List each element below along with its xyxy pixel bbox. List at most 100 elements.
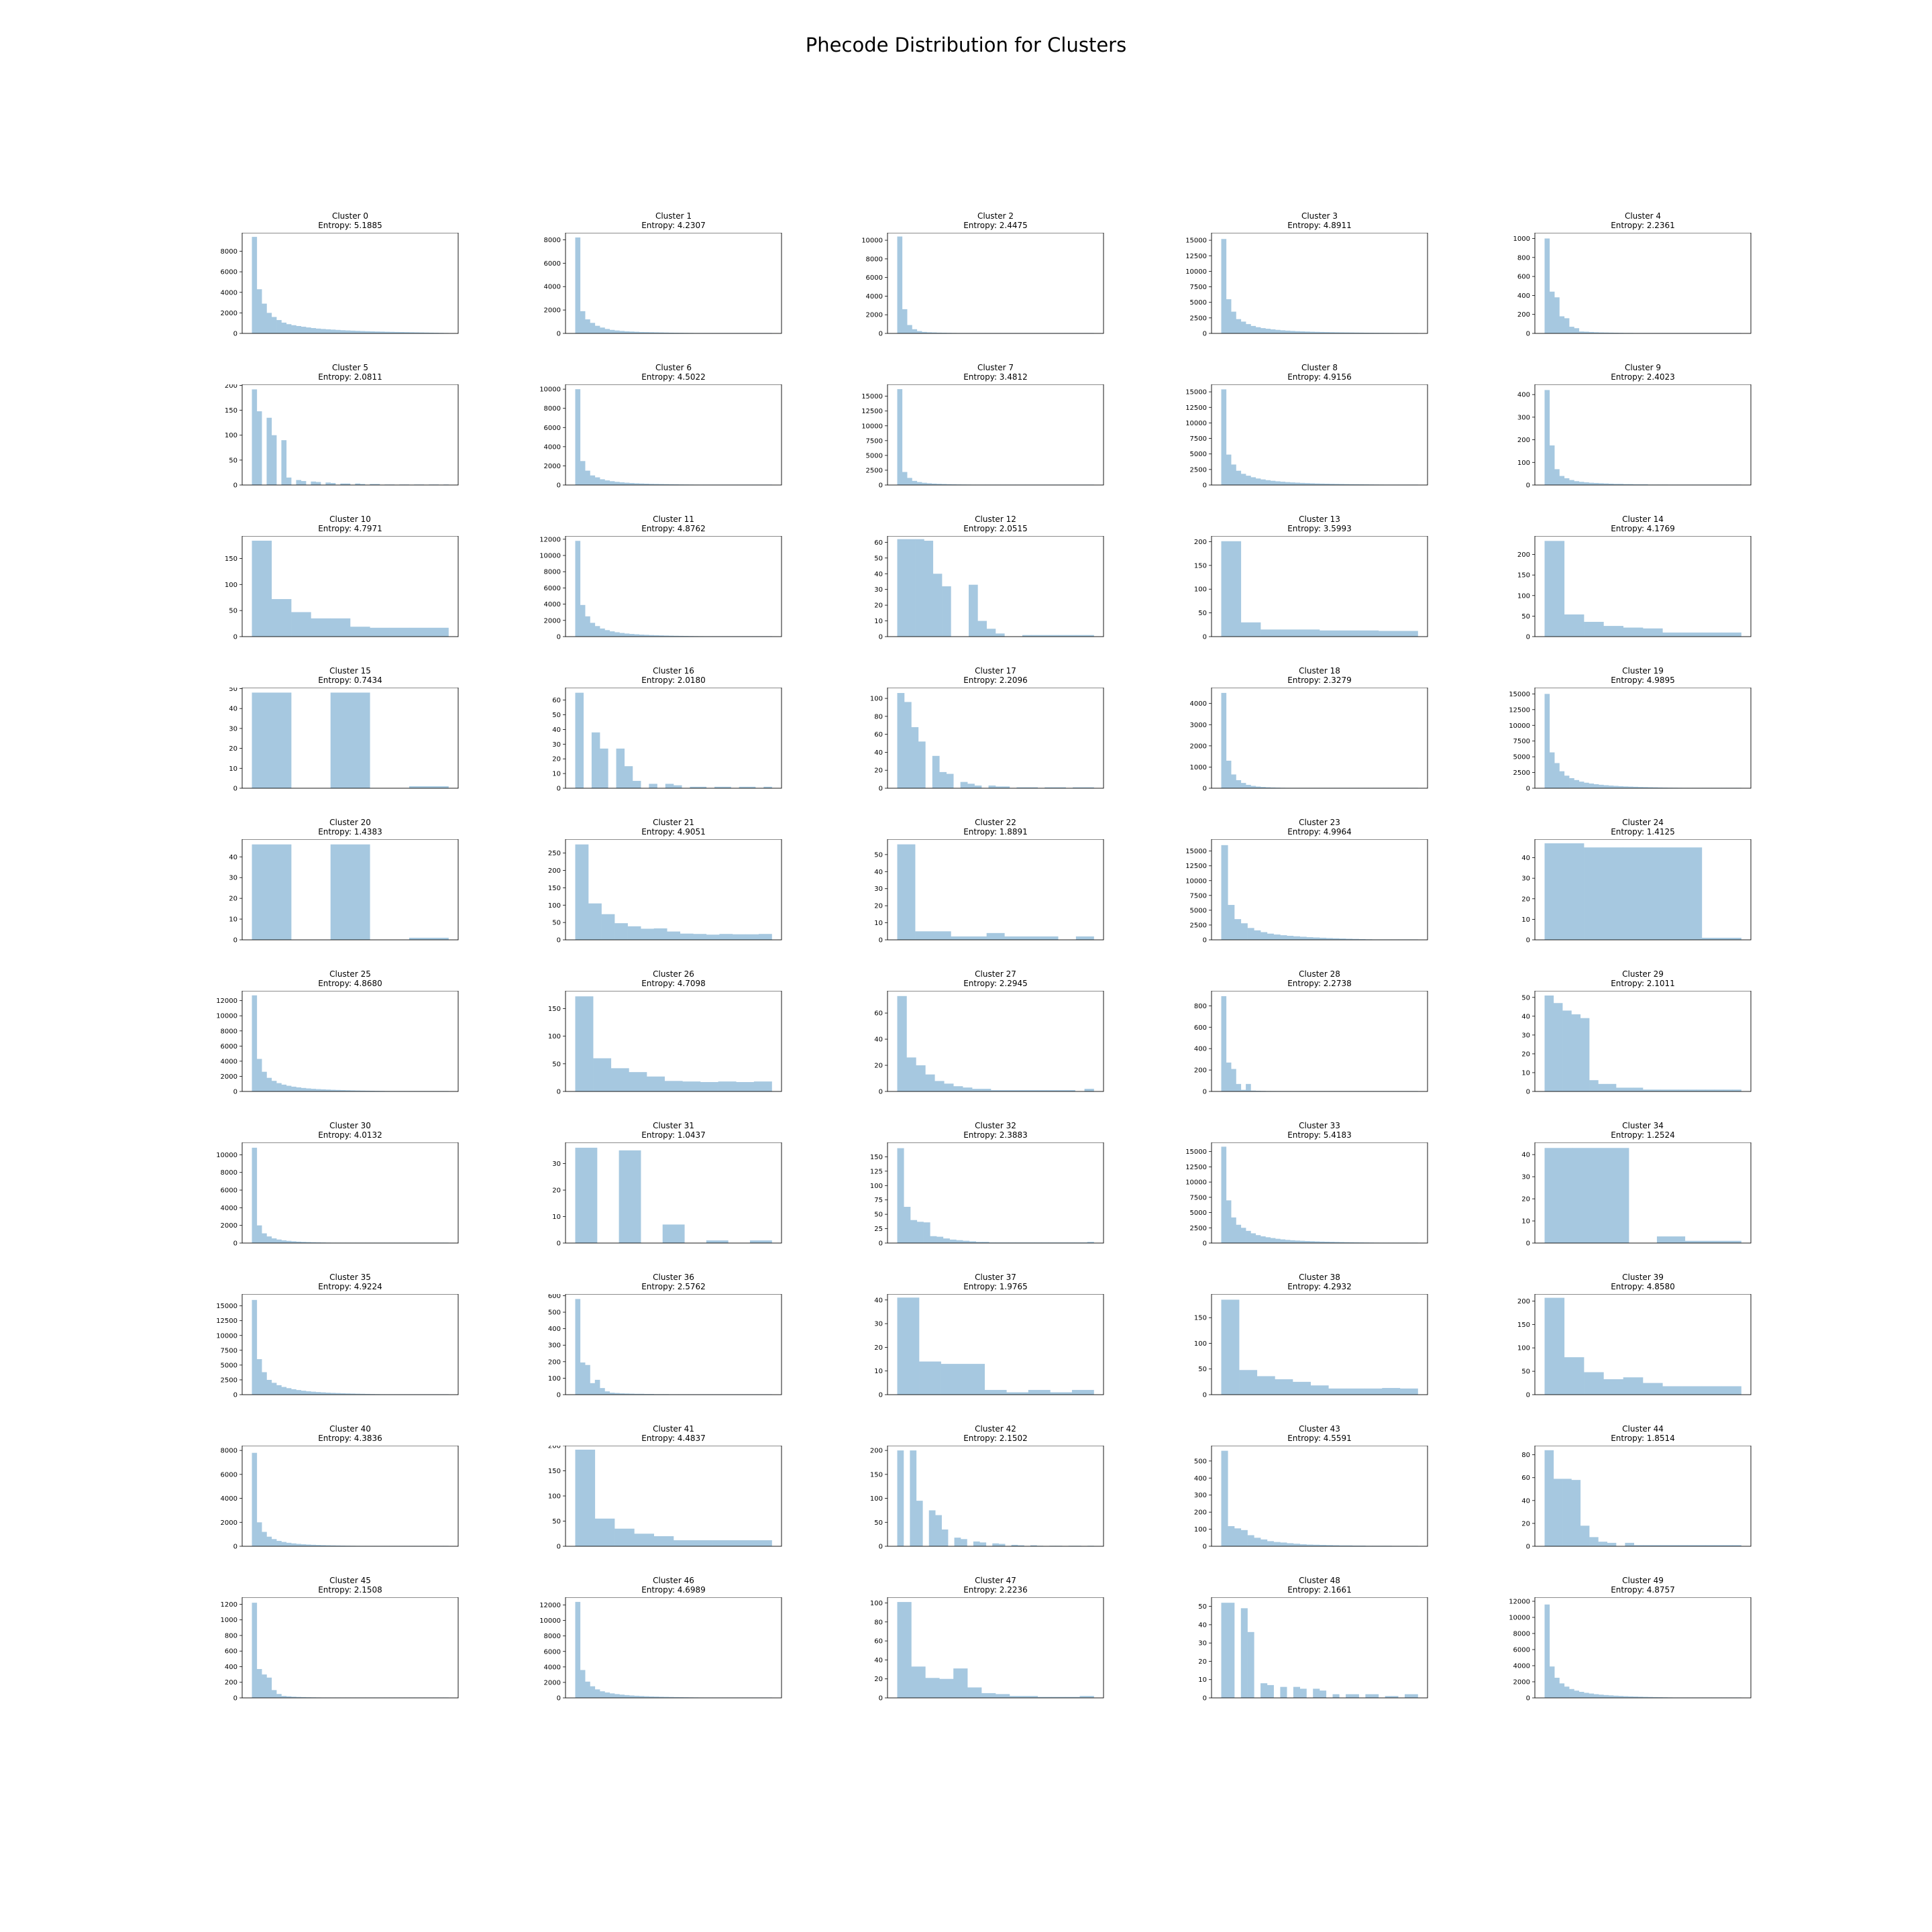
histogram-bar (1628, 786, 1633, 788)
histogram-bar (321, 1545, 326, 1546)
entropy-label: Entropy: 4.7971 (318, 524, 382, 533)
histogram-bar (902, 309, 908, 333)
y-tick-label: 8000 (544, 569, 561, 576)
subplot-title: Cluster 1 Entropy: 4.2307 (525, 211, 822, 230)
histogram-bar (649, 484, 654, 485)
histogram-bar (585, 1364, 590, 1395)
y-tick-label: 100 (548, 1033, 561, 1040)
histogram-bar (1287, 1543, 1294, 1546)
histogram-bar (1293, 1544, 1300, 1546)
histogram-bar (753, 1081, 772, 1091)
histogram-bar (974, 785, 982, 788)
y-tick-label: 2500 (1190, 315, 1207, 322)
y-tick-label: 60 (874, 731, 883, 739)
histogram-bar (1378, 631, 1399, 637)
histogram-bar (1358, 1242, 1364, 1243)
y-tick-label: 60 (874, 1638, 883, 1646)
y-tick-label: 10 (552, 771, 561, 778)
histogram-bar (1231, 774, 1236, 788)
histogram-bar (910, 1450, 917, 1546)
histogram-bar (311, 1391, 317, 1395)
histogram-bar (916, 1222, 924, 1243)
y-tick-label: 50 (229, 688, 237, 693)
histogram-bar (961, 1539, 967, 1546)
histogram-bar (1623, 786, 1629, 788)
y-tick-label: 30 (874, 885, 883, 893)
histogram-bar (399, 332, 405, 333)
histogram-bar (301, 1242, 307, 1243)
histogram-bar (296, 1390, 302, 1395)
cluster-label: Cluster 41 (653, 1424, 694, 1434)
y-tick-label: 0 (233, 482, 237, 490)
histogram-bar (1246, 324, 1251, 333)
histogram-bar (745, 934, 759, 940)
histogram-bar (665, 784, 674, 788)
histogram-bar (1625, 1542, 1634, 1546)
histogram-bar (941, 484, 947, 485)
histogram-bar (949, 1239, 957, 1243)
histogram-bar (653, 484, 659, 485)
histogram-bar (404, 332, 410, 333)
histogram-bar (1580, 1525, 1590, 1546)
histogram-bar (1559, 476, 1565, 485)
histogram-bar (1652, 1545, 1661, 1546)
figure-title: Phecode Distribution for Clusters (805, 34, 1127, 56)
histogram-bar (1246, 1083, 1251, 1091)
entropy-label: Entropy: 4.9964 (1287, 827, 1352, 837)
entropy-label: Entropy: 2.5762 (641, 1282, 706, 1291)
axes-frame (1534, 1446, 1752, 1547)
histogram-bar (946, 773, 954, 788)
y-tick-label: 400 (1517, 292, 1530, 300)
y-tick-label: 150 (870, 1471, 883, 1479)
histogram-bar (256, 1668, 262, 1698)
y-tick-label: 80 (874, 1619, 883, 1626)
histogram-bar (1299, 936, 1307, 940)
histogram-bar (739, 786, 748, 788)
histogram-bar (1270, 329, 1276, 333)
subplot-title: Cluster 12 Entropy: 2.0515 (847, 515, 1144, 533)
subplot-title: Cluster 46 Entropy: 4.6989 (525, 1576, 822, 1595)
histogram-bar (575, 237, 581, 333)
histogram-panel: 0 50 100 150 (1194, 1294, 1428, 1399)
histogram-bar (996, 633, 1005, 637)
histogram-bar (330, 844, 370, 940)
y-tick-label: 250 (548, 850, 561, 857)
cluster-label: Cluster 15 (329, 666, 371, 676)
cluster-label: Cluster 35 (329, 1273, 371, 1282)
histogram-bar (954, 1538, 961, 1546)
y-tick-label: 40 (874, 749, 883, 757)
y-tick-label: 5000 (1513, 754, 1530, 761)
histogram-bar (291, 1389, 297, 1395)
y-tick-label: 4000 (221, 1205, 237, 1212)
y-tick-label: 60 (874, 1010, 883, 1018)
histogram-bar (1023, 1696, 1038, 1698)
y-tick-label: 100 (870, 696, 883, 703)
histogram-bar (1339, 484, 1344, 485)
y-tick-label: 0 (557, 331, 561, 338)
cluster-label: Cluster 26 (653, 969, 694, 979)
histogram-bar (1236, 319, 1242, 333)
histogram-bar (897, 996, 907, 1091)
histogram-panel: 0 2000 4000 6000 8000 10000 12000 (539, 536, 782, 641)
subplot-title: Cluster 30 Entropy: 4.0132 (202, 1121, 498, 1140)
axes-frame (1211, 688, 1428, 789)
histogram-bar (1065, 1697, 1080, 1698)
histogram-bar (1544, 1297, 1565, 1395)
histogram-bar (1295, 482, 1300, 485)
histogram-bar (1028, 1389, 1051, 1395)
axes-frame (1211, 1142, 1428, 1244)
histogram-panel: 0 20 40 60 80 (1521, 1446, 1752, 1551)
cluster-label: Cluster 31 (653, 1121, 694, 1130)
histogram-bar (698, 786, 707, 788)
y-tick-label: 4000 (1513, 1663, 1530, 1670)
histogram-bar (1549, 291, 1555, 333)
histogram-bar (1320, 331, 1325, 333)
y-tick-label: 50 (229, 608, 237, 615)
y-tick-label: 40 (874, 1297, 883, 1304)
histogram-bar (916, 1065, 926, 1091)
histogram-bar (1608, 786, 1614, 788)
y-tick-label: 0 (879, 634, 883, 641)
histogram-bar (1067, 635, 1077, 637)
histogram-bar (364, 1393, 370, 1395)
histogram-bar (1250, 477, 1256, 485)
